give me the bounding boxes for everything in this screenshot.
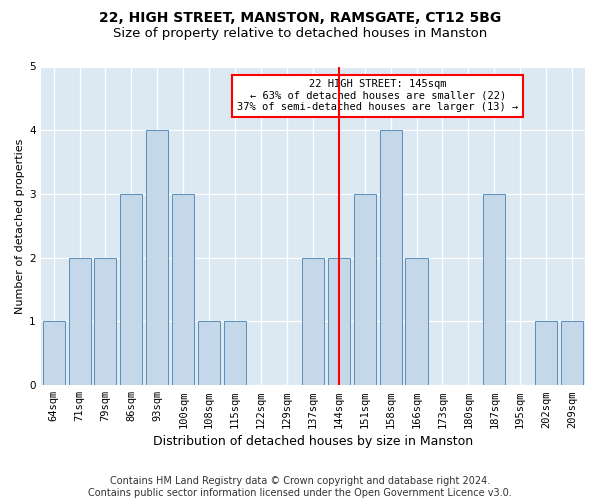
X-axis label: Distribution of detached houses by size in Manston: Distribution of detached houses by size … <box>153 434 473 448</box>
Y-axis label: Number of detached properties: Number of detached properties <box>15 138 25 314</box>
Bar <box>406 258 428 385</box>
Bar <box>353 194 376 385</box>
Bar <box>535 322 557 385</box>
Bar <box>380 130 401 385</box>
Bar <box>328 258 350 385</box>
Text: 22 HIGH STREET: 145sqm
← 63% of detached houses are smaller (22)
37% of semi-det: 22 HIGH STREET: 145sqm ← 63% of detached… <box>237 79 518 112</box>
Bar <box>68 258 91 385</box>
Text: 22, HIGH STREET, MANSTON, RAMSGATE, CT12 5BG: 22, HIGH STREET, MANSTON, RAMSGATE, CT12… <box>99 11 501 25</box>
Bar <box>43 322 65 385</box>
Text: Contains HM Land Registry data © Crown copyright and database right 2024.
Contai: Contains HM Land Registry data © Crown c… <box>88 476 512 498</box>
Text: Size of property relative to detached houses in Manston: Size of property relative to detached ho… <box>113 28 487 40</box>
Bar <box>302 258 324 385</box>
Bar <box>146 130 169 385</box>
Bar <box>121 194 142 385</box>
Bar <box>561 322 583 385</box>
Bar <box>94 258 116 385</box>
Bar <box>483 194 505 385</box>
Bar <box>198 322 220 385</box>
Bar <box>224 322 246 385</box>
Bar <box>172 194 194 385</box>
